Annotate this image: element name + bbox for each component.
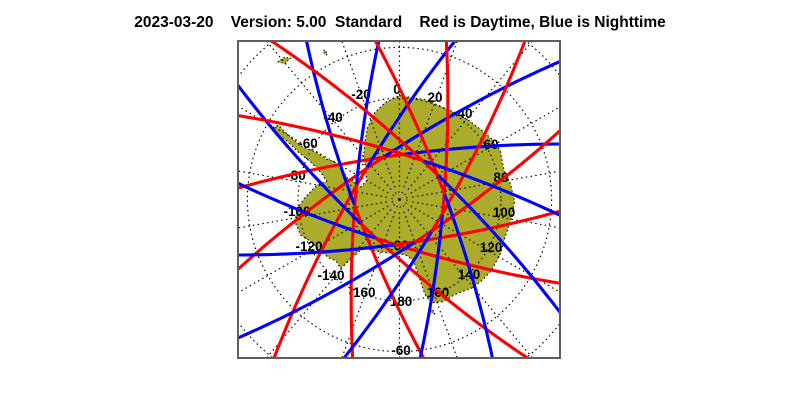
- latitude-label: -60: [391, 343, 411, 358]
- longitude-label: -20: [351, 87, 371, 102]
- plot-title: 2023-03-20 Version: 5.00 Standard Red is…: [134, 14, 666, 31]
- satellite-track-night: [238, 240, 417, 340]
- satellite-track-night: [402, 142, 560, 156]
- satellite-track-day: [272, 166, 369, 358]
- longitude-label: 60: [483, 137, 498, 152]
- satellite-track-day: [353, 204, 426, 358]
- latitude-circle: [246, 46, 553, 353]
- island: [322, 49, 328, 56]
- longitude-label: -120: [295, 239, 322, 254]
- longitude-label: 0: [393, 82, 401, 97]
- plot-frame: [237, 40, 561, 359]
- meridian-line: [238, 201, 387, 229]
- satellite-track-day: [238, 114, 425, 163]
- longitude-label: -60: [298, 136, 318, 151]
- satellite-track-night: [238, 181, 378, 240]
- satellite-track-night: [382, 59, 560, 159]
- meridian-line: [341, 41, 396, 188]
- satellite-track-night: [238, 82, 364, 226]
- longitude-label: 100: [493, 205, 516, 220]
- meridian-line: [410, 205, 560, 293]
- satellite-track-night: [365, 41, 457, 170]
- pole-circle: [391, 191, 408, 208]
- meridian-line: [238, 105, 389, 194]
- satellite-track-day: [413, 128, 560, 244]
- satellite-track-day: [268, 41, 439, 177]
- meridian-line: [341, 211, 396, 358]
- satellite-track-night: [354, 41, 381, 188]
- satellite-track-day: [360, 222, 531, 358]
- meridian-line: [403, 211, 458, 358]
- satellite-track-night: [418, 211, 445, 358]
- meridian-line: [403, 41, 458, 188]
- meridian-line: [412, 170, 560, 198]
- satellite-track-day: [238, 155, 386, 272]
- meridian-line: [238, 205, 389, 294]
- satellite-track-night: [342, 229, 434, 358]
- longitude-label: 20: [427, 90, 442, 105]
- pole-dot: [398, 198, 401, 201]
- longitude-label: 80: [493, 170, 508, 185]
- satellite-track-night: [435, 173, 560, 315]
- satellite-track-day: [393, 209, 560, 247]
- track-layer: [238, 41, 560, 358]
- satellite-track-night: [238, 243, 397, 257]
- satellite-track-day: [430, 41, 527, 233]
- satellite-track-day: [238, 152, 406, 190]
- satellite-track-day: [374, 236, 560, 285]
- longitude-label: 120: [480, 240, 503, 255]
- longitude-label: -160: [348, 285, 375, 300]
- latitude-circle: [297, 97, 502, 302]
- satellite-track-day: [440, 41, 450, 216]
- satellite-track-night: [421, 159, 560, 217]
- satellite-track-night: [442, 191, 495, 358]
- longitude-label: 140: [458, 267, 481, 282]
- satellite-track-day: [349, 183, 359, 358]
- plot-area: 020406080100120140160180-160-140-120-100…: [238, 41, 560, 358]
- satellite-track-night: [304, 41, 357, 208]
- satellite-track-day: [373, 41, 446, 195]
- island: [276, 56, 292, 65]
- longitude-label: -140: [317, 268, 344, 283]
